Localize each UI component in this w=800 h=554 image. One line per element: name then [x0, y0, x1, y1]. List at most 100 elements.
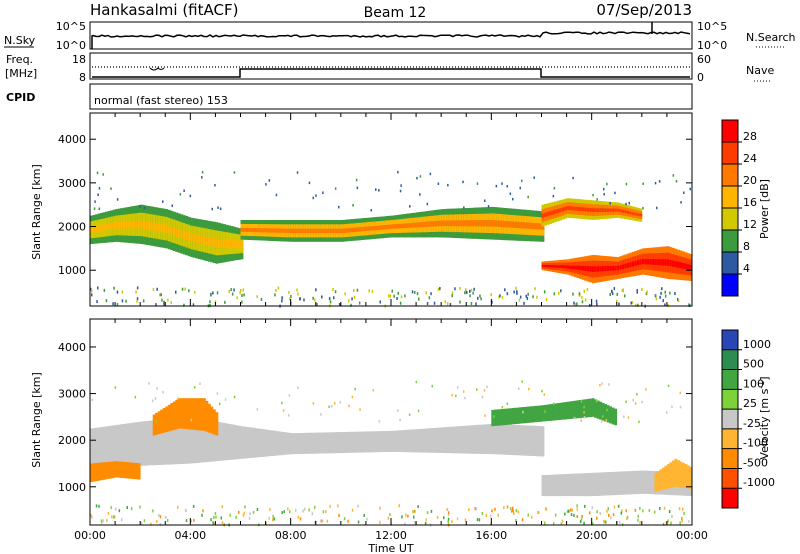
- velocity-noise-point: [130, 507, 133, 511]
- power-band-2-core: [591, 266, 595, 272]
- velocity-band-0: [135, 422, 139, 466]
- velocity-band-0: [192, 417, 196, 464]
- power-band-0-core: [102, 224, 106, 231]
- velocity-band-5: [501, 409, 505, 426]
- power-band-1-core: [529, 222, 532, 229]
- power-band-1-core: [323, 228, 327, 234]
- velocity-band-5: [561, 402, 565, 420]
- velocity-noise-point: [634, 508, 637, 512]
- power-band-1-core: [328, 228, 332, 234]
- velocity-band-0: [318, 432, 322, 454]
- velocity-band-0: [531, 425, 535, 456]
- velocity-noise-point: [511, 509, 513, 513]
- velocity-band-0: [177, 418, 181, 464]
- velocity-noise-point: [215, 515, 217, 519]
- power-band-2-core: [544, 265, 547, 267]
- power-sparse-point: [139, 205, 141, 208]
- velocity-noise-point: [389, 513, 391, 516]
- power-noise-point: [356, 288, 359, 292]
- velocity-band-1: [210, 406, 214, 434]
- velocity-band-5: [518, 407, 522, 424]
- velocity-noise-point: [555, 513, 557, 517]
- velocity-noise-point: [244, 505, 246, 509]
- power-sparse-point: [93, 207, 96, 210]
- velocity-band-0: [468, 425, 472, 454]
- velocity-sparse-point: [553, 402, 555, 406]
- velocity-band-0: [240, 426, 244, 459]
- velocity-band-5: [579, 400, 582, 419]
- power-colorbar: 28 24 20 16 12 8 4: [721, 119, 757, 297]
- power-band-1-core: [446, 220, 450, 227]
- power-noise-point: [469, 294, 471, 298]
- velocity-noise-point: [530, 515, 533, 519]
- velocity-band-0: [456, 426, 460, 454]
- velocity-band-0: [486, 424, 490, 454]
- beam-title: Beam 12: [364, 5, 427, 21]
- velocity-band-0: [453, 426, 457, 454]
- velocity-band-5: [569, 401, 572, 419]
- power-noise-point: [209, 300, 211, 304]
- velocity-noise-point: [289, 510, 291, 514]
- velocity-band-0: [388, 430, 392, 452]
- power-band-0-core: [202, 236, 206, 245]
- power-noise-point: [260, 298, 263, 301]
- velocity-band-0: [308, 432, 312, 454]
- power-band-0-core: [212, 238, 216, 247]
- power-noise-point: [416, 292, 419, 296]
- power-noise-point: [469, 289, 471, 293]
- velocity-band-1: [192, 398, 196, 430]
- velocity-band-5: [586, 398, 590, 418]
- velocity-noise-point: [584, 504, 586, 508]
- power-band-2-core: [541, 265, 545, 267]
- velocity-band-0: [228, 423, 231, 460]
- power-sparse-point: [512, 197, 514, 201]
- velocity-band-0: [373, 431, 377, 453]
- velocity-band-0: [493, 424, 497, 455]
- power-noise-point: [581, 296, 583, 300]
- power-noise-point: [344, 292, 346, 296]
- velocity-sparse-point: [348, 404, 350, 408]
- velocity-band-0: [323, 432, 327, 454]
- power-band-1-core: [403, 223, 407, 229]
- velocity-band-0: [521, 425, 525, 456]
- power-noise-point: [491, 300, 493, 304]
- power-band-0-core: [130, 221, 133, 229]
- velocity-band-5: [571, 401, 575, 419]
- power-sparse-point: [509, 192, 512, 195]
- power-band-0-core: [145, 221, 149, 230]
- velocity-band-5: [584, 399, 587, 418]
- power-noise-point: [479, 294, 481, 298]
- power-band-0-core: [210, 237, 214, 246]
- power-band-0-core: [230, 240, 234, 248]
- power-band-0-core: [157, 223, 161, 232]
- velocity-band-4: [677, 460, 680, 488]
- power-sparse-point: [370, 209, 372, 212]
- velocity-band-0: [283, 432, 286, 455]
- power-sparse-point: [338, 205, 340, 209]
- velocity-noise-point: [570, 513, 573, 517]
- power-noise-point: [641, 288, 643, 291]
- velocity-noise-point: [405, 513, 407, 517]
- power-sparse-point: [143, 206, 146, 210]
- power-sparse-point: [296, 171, 299, 174]
- velocity-band-4: [656, 471, 660, 491]
- velocity-colorbar-label: -500: [743, 456, 768, 469]
- power-noise-point: [674, 292, 676, 295]
- velocity-band-0: [386, 431, 389, 452]
- power-noise-point: [631, 301, 634, 305]
- velocity-band-5: [601, 402, 605, 421]
- velocity-band-0: [330, 432, 334, 454]
- power-band-1-core: [375, 225, 379, 231]
- power-band-0-core: [110, 223, 113, 230]
- velocity-noise-point: [164, 515, 167, 519]
- power-sparse-point: [447, 183, 449, 187]
- power-sparse-point: [275, 193, 278, 197]
- power-noise-point: [611, 289, 613, 293]
- velocity-band-0: [245, 426, 249, 459]
- power-noise-point: [454, 287, 456, 291]
- velocity-sparse-point: [156, 387, 158, 390]
- velocity-band-0: [438, 427, 442, 453]
- power-noise-point: [184, 287, 186, 291]
- velocity-sparse-point: [233, 395, 236, 399]
- power-band-1-core: [408, 223, 412, 228]
